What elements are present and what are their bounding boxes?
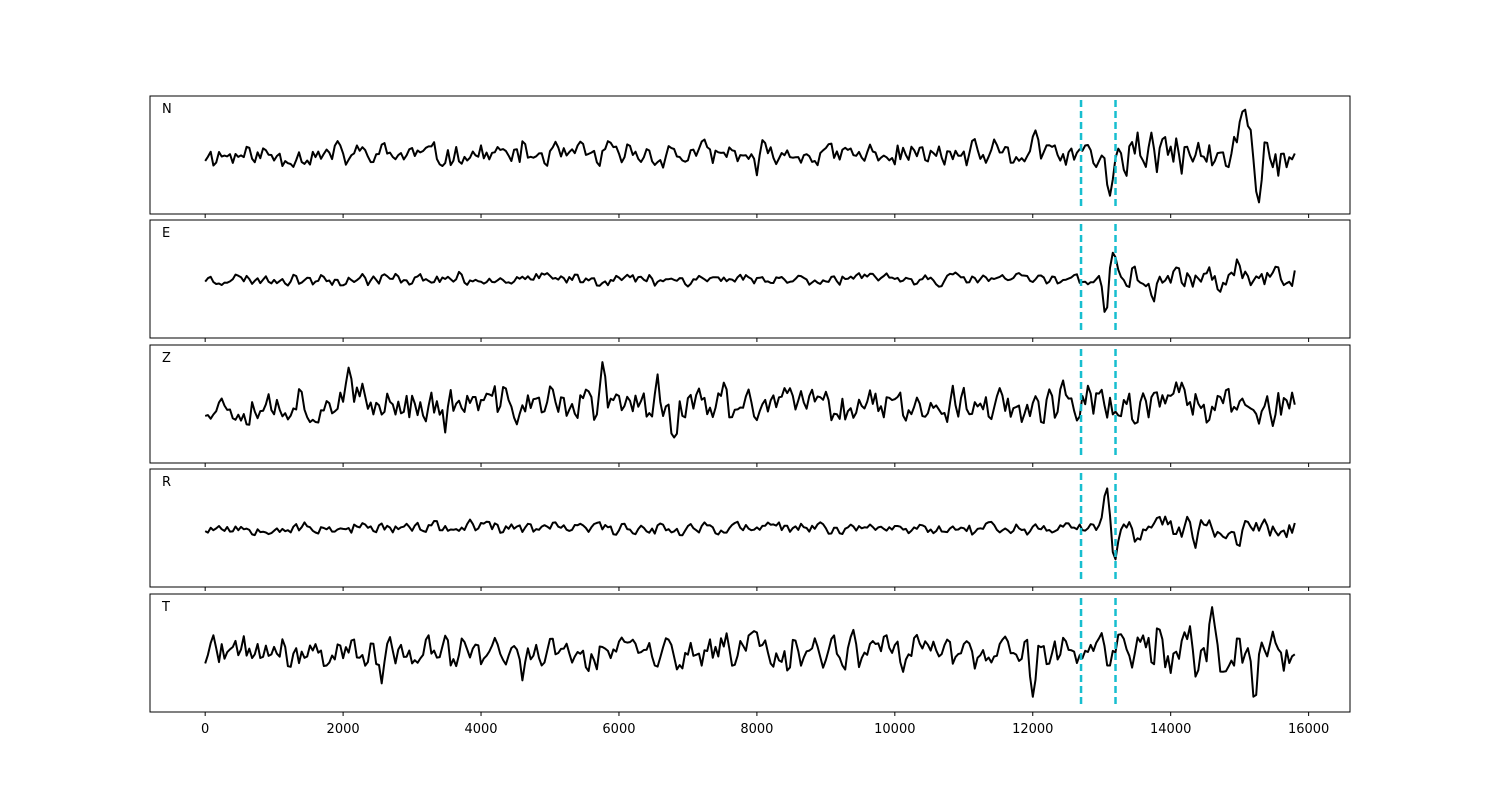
panel-frame	[149, 95, 1351, 215]
panel-frame	[149, 344, 1351, 464]
panel-label: N	[162, 102, 172, 117]
x-tick-label: 8000	[740, 722, 773, 737]
x-tick-label: 12000	[1012, 722, 1053, 737]
x-tick-label: 14000	[1150, 722, 1191, 737]
x-tick-label: 2000	[327, 722, 360, 737]
x-tick-label: 4000	[464, 722, 497, 737]
panel-n: N	[149, 95, 1351, 218]
panel-label: T	[161, 600, 170, 615]
trace-r	[204, 487, 1296, 561]
panel-t: T	[149, 593, 1351, 716]
trace-t	[204, 606, 1296, 698]
panel-frame	[149, 468, 1351, 588]
trace-panels: N E Z R T	[149, 95, 1351, 716]
panel-label: Z	[162, 351, 171, 366]
x-tick-label: 6000	[602, 722, 635, 737]
trace-n	[204, 108, 1296, 204]
trace-z	[204, 361, 1296, 439]
trace-e	[204, 251, 1296, 313]
panel-z: Z	[149, 344, 1351, 467]
panel-e: E	[149, 219, 1351, 342]
panel-r: R	[149, 468, 1351, 591]
x-tick-label: 10000	[874, 722, 915, 737]
panel-label: E	[162, 226, 170, 241]
x-tick-label: 16000	[1288, 722, 1329, 737]
x-axis: 0 2000 4000 6000 8000 10000 12000 14000 16000	[201, 722, 1329, 737]
panel-label: R	[162, 475, 171, 490]
panel-frame	[149, 593, 1351, 713]
panel-frame	[149, 219, 1351, 339]
x-tick-label: 0	[201, 722, 209, 737]
